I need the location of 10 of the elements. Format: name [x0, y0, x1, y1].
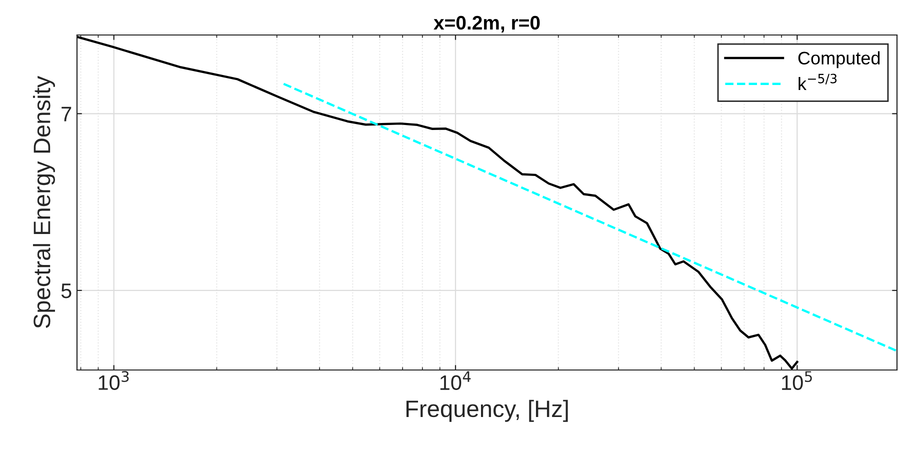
x-axis-title: Frequency, [Hz]: [406, 400, 568, 422]
chart-title: x=0.2m, r=0: [434, 16, 540, 32]
x-tick-label: 10$^{4}$: [440, 371, 471, 390]
x-tick-label: 10$^{5}$: [782, 371, 812, 390]
y-tick-label: 5: [61, 284, 72, 298]
y-axis-title: Spectral Energy Density: [32, 76, 55, 328]
legend-label: k$^{−5/3}$: [798, 74, 837, 90]
x-tick-label: 10$^{3}$: [98, 371, 129, 390]
y-tick-label: 7: [62, 106, 72, 122]
legend-label: Computed: [798, 51, 880, 68]
